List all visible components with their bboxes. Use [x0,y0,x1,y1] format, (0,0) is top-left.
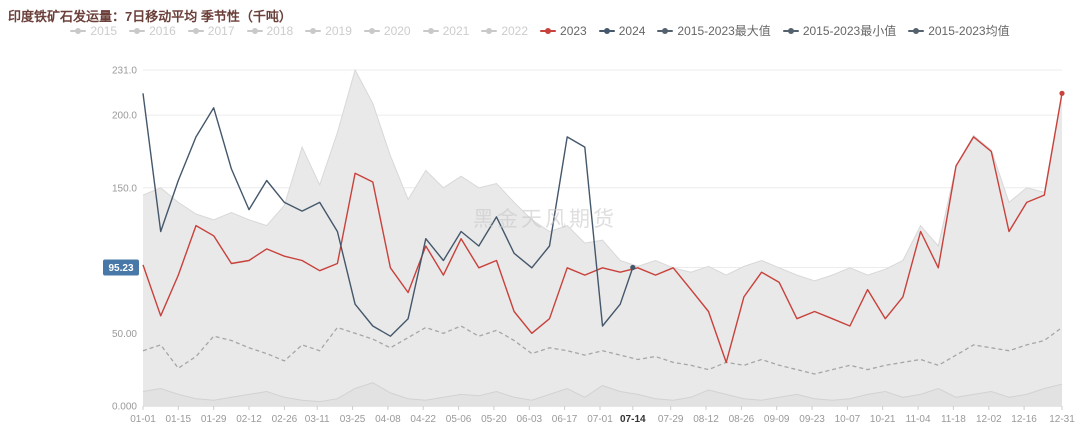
legend-item-2019[interactable]: 2019 [305,24,352,38]
series-end-dot-2024 [630,264,636,271]
legend-marker-icon [540,30,557,32]
svg-text:03-11: 03-11 [305,414,330,425]
series-line-2024 [142,93,634,337]
svg-text:07-14: 07-14 [620,414,646,425]
legend-item-2015[interactable]: 2015 [70,24,117,38]
legend-item-2017[interactable]: 2017 [187,24,235,38]
legend-marker-icon [363,30,380,32]
series-area-2015-2023最小值 [143,382,1062,406]
legend-item-2018[interactable]: 2018 [246,24,294,38]
series-end-dot-2023 [1059,90,1065,96]
legend-item-2021[interactable]: 2021 [422,24,470,38]
legend-label: 2024 [618,24,646,38]
legend-item-2015-2023最大值[interactable]: 2015-2023最大值 [657,24,771,38]
legend-item-2023[interactable]: 2023 [540,24,587,38]
series-line-2015-2023均值 [142,325,1063,375]
page-title: 印度铁矿石发运量：7日移动平均 季节性（千吨） [8,9,292,24]
legend-item-2024[interactable]: 2024 [598,24,646,38]
svg-text:95.23: 95.23 [108,263,133,274]
svg-text:10-07: 10-07 [835,414,861,425]
legend-label: 2015-2023最小值 [802,24,897,38]
svg-text:12-31: 12-31 [1049,414,1075,425]
svg-text:11-04: 11-04 [906,414,931,425]
series-line-2023 [142,93,1063,364]
svg-text:12-02: 12-02 [976,414,1002,425]
legend-label: 2022 [501,24,529,38]
svg-text:03-25: 03-25 [340,414,366,425]
svg-text:09-23: 09-23 [799,414,825,425]
svg-text:05-20: 05-20 [481,414,507,425]
legend-label: 2017 [207,24,235,38]
legend-item-2015-2023最小值[interactable]: 2015-2023最小值 [782,24,897,38]
svg-text:11-18: 11-18 [941,414,966,425]
legend-marker-icon [70,30,87,32]
svg-text:231.0: 231.0 [112,66,137,77]
svg-text:150.0: 150.0 [112,183,137,194]
legend-bar: 2015 2016 2017 2018 2019 2020 2021 2022 2023 2024… [0,24,1080,38]
svg-text:04-08: 04-08 [375,414,401,425]
svg-text:01-29: 01-29 [201,414,227,425]
legend-marker-icon [422,30,439,32]
svg-text:01-15: 01-15 [166,414,192,425]
series-edge-2015-2023最小值 [142,382,1063,403]
series-area-2015-2023最大值 [143,70,1062,406]
legend-label: 2019 [325,24,352,38]
svg-text:02-12: 02-12 [236,414,262,425]
legend-marker-icon [246,30,263,32]
svg-text:04-22: 04-22 [410,414,436,425]
y-axis-pointer-label [103,259,139,276]
legend-label: 2020 [383,24,411,38]
legend-marker-icon [305,30,322,32]
legend-label: 2015-2023最大值 [677,24,771,38]
legend-marker-icon [187,30,204,32]
legend-label: 2023 [560,24,587,38]
legend-item-2022[interactable]: 2022 [481,24,528,38]
legend-label: 2016 [149,24,176,38]
svg-text:07-01: 07-01 [587,414,613,425]
svg-text:07-29: 07-29 [658,414,684,425]
legend-label: 2021 [442,24,470,38]
svg-text:02-26: 02-26 [272,414,298,425]
series-edge-2015-2023最大值 [142,68,1063,282]
legend-marker-icon [598,30,615,32]
svg-text:08-12: 08-12 [693,414,719,425]
svg-text:05-06: 05-06 [446,414,472,425]
legend-item-2016[interactable]: 2016 [129,24,176,38]
svg-text:200.0: 200.0 [112,111,137,122]
legend-label: 2018 [266,24,294,38]
legend-marker-icon [908,30,925,32]
legend-marker-icon [129,30,146,32]
svg-text:01-01: 01-01 [130,414,156,425]
legend-marker-icon [481,30,498,32]
legend-label: 2015 [90,24,118,38]
legend-marker-icon [657,30,674,32]
svg-text:12-16: 12-16 [1011,414,1037,425]
svg-text:06-03: 06-03 [517,414,543,425]
svg-text:06-17: 06-17 [552,414,578,425]
legend-item-2015-2023均值[interactable]: 2015-2023均值 [908,24,1010,38]
svg-text:10-21: 10-21 [870,414,896,425]
svg-text:09-09: 09-09 [764,414,790,425]
legend-marker-icon [782,30,799,32]
svg-text:50.00: 50.00 [112,329,137,340]
legend-label: 2015-2023均值 [928,24,1010,38]
svg-text:08-26: 08-26 [729,414,755,425]
legend-item-2020[interactable]: 2020 [363,24,411,38]
svg-text:0.000: 0.000 [112,402,137,413]
